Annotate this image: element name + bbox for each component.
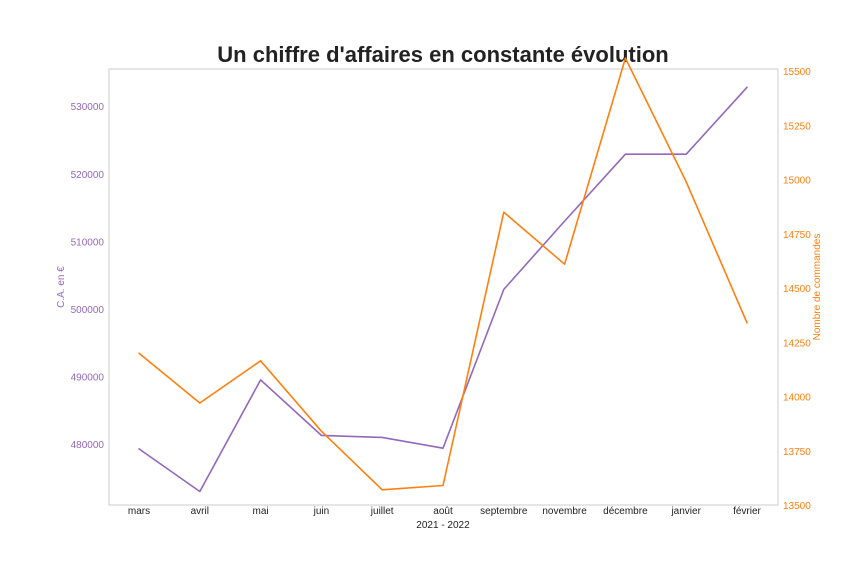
- x-tick-label: avril: [191, 506, 209, 517]
- x-tick-label: septembre: [480, 506, 528, 517]
- y-right-tick-label: 14000: [783, 393, 811, 404]
- y-right-tick-label: 13750: [783, 447, 811, 458]
- left-axis-ticks: 480000 490000 500000 510000 520000 530000: [71, 102, 105, 451]
- y-left-tick-label: 510000: [71, 237, 105, 248]
- x-tick-label: juin: [313, 506, 330, 517]
- chart-title: Un chiffre d'affaires en constante évolu…: [217, 42, 668, 67]
- x-tick-label: février: [733, 506, 761, 517]
- series-lines: [138, 57, 748, 493]
- y-left-tick-label: 500000: [71, 305, 105, 316]
- y-axis-right-label: Nombre de commandes: [812, 234, 823, 341]
- x-tick-label: novembre: [542, 506, 587, 517]
- x-tick-label: janvier: [670, 506, 701, 517]
- y-left-tick-label: 530000: [71, 102, 105, 113]
- y-right-tick-label: 15500: [783, 67, 811, 78]
- orders-line: [138, 57, 748, 491]
- x-axis-label: 2021 - 2022: [416, 520, 470, 531]
- revenue-line: [138, 86, 748, 493]
- x-tick-label: mars: [128, 506, 150, 517]
- y-right-tick-label: 15000: [783, 176, 811, 187]
- x-tick-label: décembre: [603, 506, 648, 517]
- right-axis-ticks: 13500 13750 14000 14250 14500 14750 15000 15250…: [783, 67, 811, 512]
- x-tick-label: mai: [253, 506, 269, 517]
- y-right-tick-label: 14750: [783, 230, 811, 241]
- x-axis-ticks: mars avril mai juin juillet août septembre nove…: [128, 506, 762, 517]
- y-axis-left-label: C.A. en €: [56, 266, 67, 308]
- y-right-tick-label: 13500: [783, 501, 811, 512]
- y-left-tick-label: 480000: [71, 440, 105, 451]
- x-tick-label: août: [433, 506, 453, 517]
- plot-frame: [108, 68, 779, 506]
- y-right-tick-label: 15250: [783, 121, 811, 132]
- y-left-tick-label: 520000: [71, 170, 105, 181]
- y-left-tick-label: 490000: [71, 373, 105, 384]
- x-tick-label: juillet: [370, 506, 394, 517]
- y-right-tick-label: 14500: [783, 284, 811, 295]
- y-right-tick-label: 14250: [783, 338, 811, 349]
